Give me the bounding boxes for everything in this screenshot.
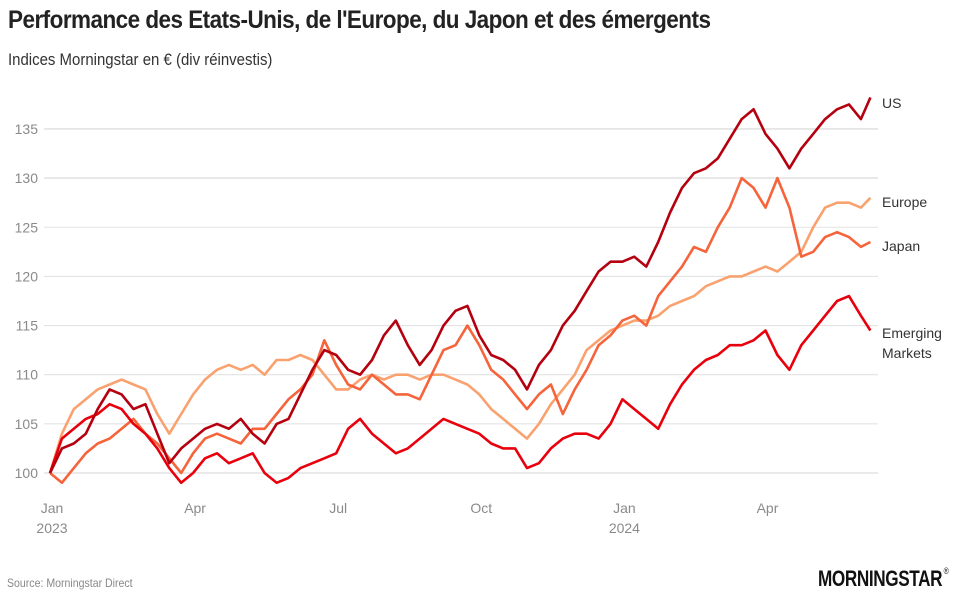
x-tick-label: Jan bbox=[41, 500, 64, 516]
y-tick-label: 115 bbox=[16, 318, 39, 334]
series-label-japan: Japan bbox=[882, 238, 920, 254]
series-label-europe: Europe bbox=[882, 194, 927, 210]
series-line-japan bbox=[49, 176, 871, 485]
y-tick-label: 135 bbox=[15, 121, 39, 137]
x-tick-year-label: 2023 bbox=[36, 520, 67, 536]
x-tick-year-label: 2024 bbox=[609, 520, 640, 536]
x-tick-label: Oct bbox=[470, 500, 492, 516]
registered-mark: ® bbox=[943, 566, 949, 576]
series-line-us bbox=[48, 96, 872, 474]
y-axis-ticks: 100 105 110 115 120 125 130 135 bbox=[15, 121, 39, 481]
series-label-us: US bbox=[882, 95, 901, 111]
x-tick-label: Apr bbox=[184, 500, 206, 516]
x-tick-label: Jul bbox=[329, 500, 347, 516]
series-lines bbox=[48, 96, 872, 485]
series-labels: US Europe Japan Emerging Markets bbox=[882, 95, 942, 361]
y-tick-label: 125 bbox=[15, 219, 39, 235]
y-tick-label: 100 bbox=[15, 465, 39, 481]
y-tick-label: 110 bbox=[16, 367, 39, 383]
y-tick-label: 105 bbox=[15, 416, 39, 432]
series-label-emerging-markets: Markets bbox=[882, 345, 932, 361]
x-tick-label: Apr bbox=[757, 500, 779, 516]
x-axis-ticks: Jan 2023 Apr Jul Oct Jan 2024 Apr bbox=[36, 500, 778, 536]
y-tick-label: 130 bbox=[15, 170, 39, 186]
chart-subtitle: Indices Morningstar en € (div réinvestis… bbox=[8, 50, 273, 69]
source-note: Source: Morningstar Direct bbox=[7, 576, 133, 590]
series-line-emerging-markets bbox=[48, 294, 872, 485]
series-label-emerging-markets: Emerging bbox=[882, 325, 942, 341]
morningstar-logo: MORNINGSTAR ® bbox=[818, 566, 949, 592]
chart-title: Performance des Etats-Unis, de l'Europe,… bbox=[8, 6, 711, 34]
logo-text: MORNINGSTAR bbox=[818, 566, 943, 591]
series-line-europe bbox=[48, 196, 872, 474]
y-tick-label: 120 bbox=[15, 268, 39, 284]
gridlines bbox=[44, 128, 878, 474]
x-tick-label: Jan bbox=[613, 500, 636, 516]
